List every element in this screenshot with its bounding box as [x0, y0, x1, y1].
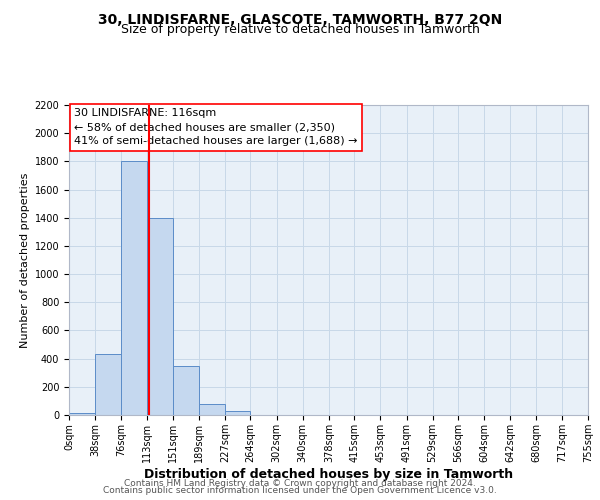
- Bar: [225, 411, 250, 415]
- Bar: [121, 162, 146, 415]
- Text: Size of property relative to detached houses in Tamworth: Size of property relative to detached ho…: [121, 22, 479, 36]
- X-axis label: Distribution of detached houses by size in Tamworth: Distribution of detached houses by size …: [144, 468, 513, 480]
- Text: Contains HM Land Registry data © Crown copyright and database right 2024.: Contains HM Land Registry data © Crown c…: [124, 478, 476, 488]
- Bar: [146, 218, 173, 415]
- Bar: [95, 354, 121, 415]
- Bar: [69, 413, 95, 415]
- Text: Contains public sector information licensed under the Open Government Licence v3: Contains public sector information licen…: [103, 486, 497, 495]
- Bar: [173, 366, 199, 415]
- Text: 30 LINDISFARNE: 116sqm
← 58% of detached houses are smaller (2,350)
41% of semi-: 30 LINDISFARNE: 116sqm ← 58% of detached…: [74, 108, 358, 146]
- Y-axis label: Number of detached properties: Number of detached properties: [20, 172, 31, 348]
- Bar: [199, 404, 225, 415]
- Text: 30, LINDISFARNE, GLASCOTE, TAMWORTH, B77 2QN: 30, LINDISFARNE, GLASCOTE, TAMWORTH, B77…: [98, 12, 502, 26]
